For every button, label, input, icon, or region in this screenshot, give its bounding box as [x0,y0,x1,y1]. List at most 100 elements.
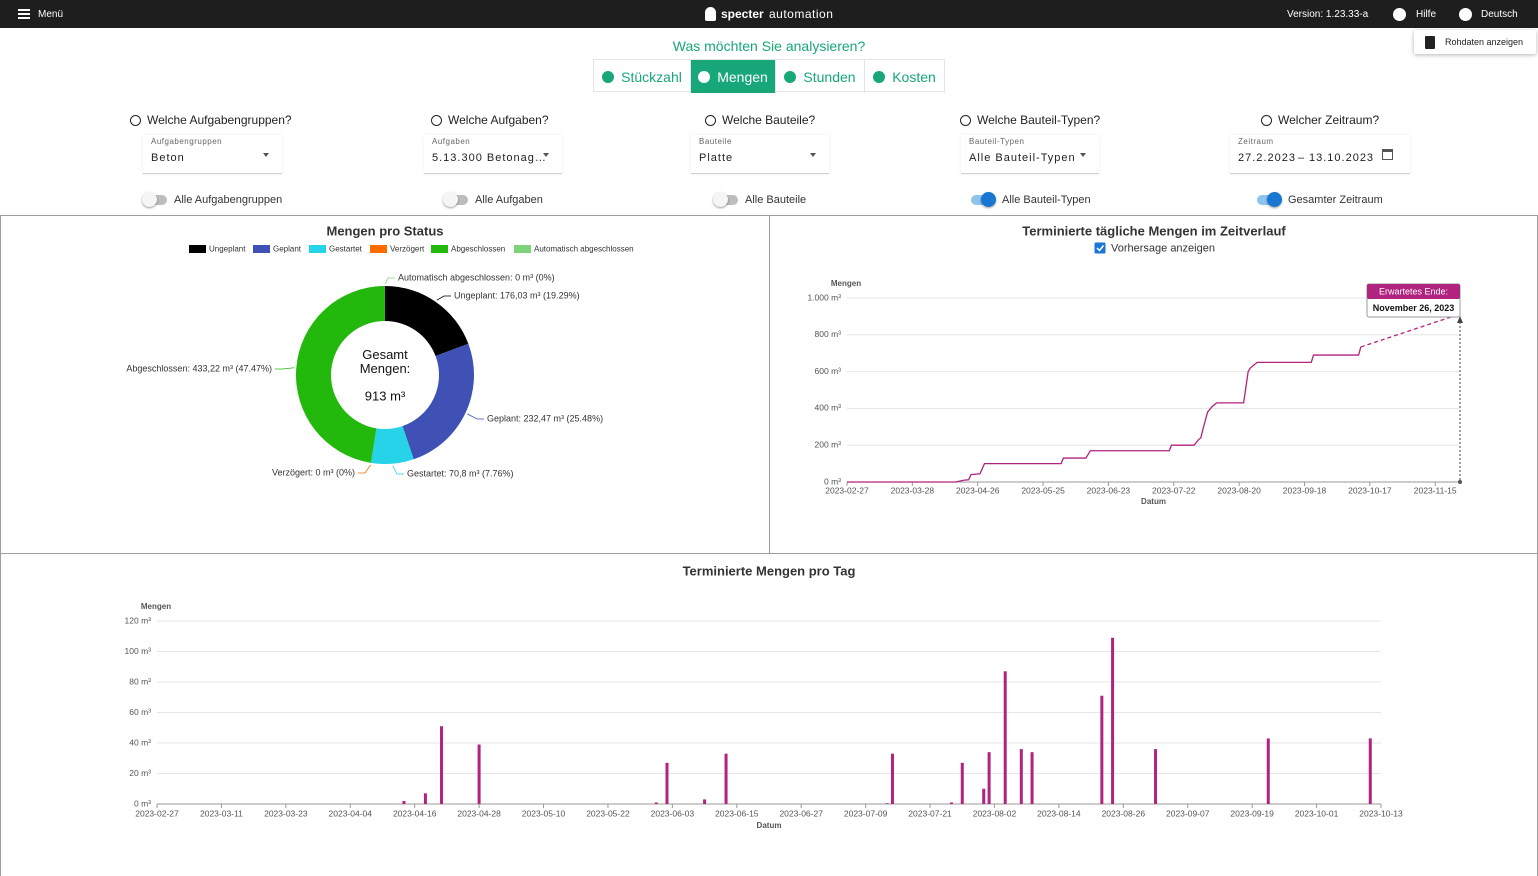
bar[interactable] [402,801,405,804]
bar[interactable] [1111,638,1114,804]
x-tick-label: 2023-02-27 [825,485,869,495]
legend-swatch[interactable] [431,245,448,253]
x-axis-label: Datum [1141,497,1166,506]
bar[interactable] [440,726,443,804]
legend-label[interactable]: Gestartet [329,245,363,254]
x-tick-label: 2023-03-11 [200,808,243,818]
bar[interactable] [961,763,964,804]
leader-line [385,278,395,284]
x-tick-label: 2023-09-07 [1166,808,1210,818]
leader-line [275,368,294,369]
x-tick-label: 2023-04-04 [329,808,373,818]
bar[interactable] [982,789,985,804]
x-tick-label: 2023-10-01 [1295,808,1339,818]
x-tick-label: 2023-03-23 [264,808,308,818]
bar[interactable] [1020,749,1023,804]
annotation-dot [1458,480,1462,484]
legend-swatch[interactable] [514,245,531,253]
leader-line [358,465,371,473]
x-tick-label: 2023-06-23 [1087,485,1131,495]
x-tick-label: 2023-10-17 [1348,485,1392,495]
bar[interactable] [703,799,706,804]
bar[interactable] [1267,738,1270,804]
bar[interactable] [725,754,728,804]
legend-label[interactable]: Verzögert [390,245,425,254]
x-tick-label: 2023-08-02 [973,808,1017,818]
bar[interactable] [1100,696,1103,804]
leader-line [437,296,451,300]
slice-label: Gestartet: 70,8 m³ (7.76%) [407,468,514,478]
x-tick-label: 2023-03-28 [891,485,935,495]
slice-label: Automatisch abgeschlossen: 0 m³ (0%) [398,272,555,282]
bar[interactable] [988,752,991,804]
bar[interactable] [1369,738,1372,804]
bar[interactable] [891,754,894,804]
center-title: GesamtMengen: [360,347,411,376]
legend-swatch[interactable] [253,245,270,253]
pie-slice[interactable] [402,344,474,459]
leader-line [467,414,484,419]
y-tick-label: 0 m³ [134,798,151,808]
x-tick-label: 2023-07-09 [844,808,888,818]
bar[interactable] [1154,749,1157,804]
legend-label[interactable]: Abgeschlossen [451,245,505,254]
chart-title: Terminierte tägliche Mengen im Zeitverla… [1022,223,1286,238]
x-tick-label: 2023-06-03 [651,808,695,818]
legend-swatch[interactable] [370,245,387,253]
legend-swatch[interactable] [309,245,326,253]
y-axis-label: Mengen [141,602,171,611]
slice-label: Geplant: 232,47 m³ (25.48%) [487,413,603,423]
slice-label: Ungeplant: 176,03 m³ (19.29%) [454,290,580,300]
line-series [1361,314,1460,347]
bar[interactable] [1004,671,1007,804]
bar[interactable] [655,802,658,804]
y-tick-label: 100 m³ [125,646,152,656]
line-series [847,347,1361,482]
y-axis-label: Mengen [831,279,861,288]
y-tick-label: 40 m³ [129,737,151,747]
bar[interactable] [666,763,669,804]
tooltip-label: November 26, 2023 [1373,303,1455,313]
legend-swatch[interactable] [189,245,206,253]
x-tick-label: 2023-10-13 [1359,808,1403,818]
tooltip-title: Erwartetes Ende: [1379,286,1448,296]
slice-label: Verzögert: 0 m³ (0%) [272,467,355,477]
y-tick-label: 1.000 m³ [807,292,841,302]
chart-title: Mengen pro Status [326,223,443,238]
leader-line [393,466,404,474]
x-tick-label: 2023-11-15 [1414,485,1457,495]
bar[interactable] [478,745,481,804]
checkbox[interactable] [1095,243,1105,253]
bar[interactable] [886,803,889,804]
y-tick-label: 200 m³ [815,439,842,449]
bar[interactable] [950,802,953,804]
x-tick-label: 2023-05-22 [586,808,630,818]
checkbox-label[interactable]: Vorhersage anzeigen [1111,242,1215,254]
bar[interactable] [424,793,427,804]
legend-label[interactable]: Automatisch abgeschlossen [534,245,634,254]
legend-label[interactable]: Ungeplant [209,245,246,254]
y-tick-label: 60 m³ [129,707,151,717]
legend-label[interactable]: Geplant [273,245,302,254]
x-tick-label: 2023-09-19 [1230,808,1274,818]
x-axis-label: Datum [757,821,782,830]
y-tick-label: 600 m³ [815,366,842,376]
x-tick-label: 2023-04-16 [393,808,437,818]
slice-label: Abgeschlossen: 433,22 m³ (47.47%) [126,363,272,373]
x-tick-label: 2023-09-18 [1283,485,1327,495]
x-tick-label: 2023-06-15 [715,808,759,818]
center-value: 913 m³ [365,388,406,403]
x-tick-label: 2023-02-27 [135,808,179,818]
x-tick-label: 2023-08-26 [1102,808,1146,818]
x-tick-label: 2023-05-25 [1021,485,1065,495]
x-tick-label: 2023-04-28 [457,808,501,818]
x-tick-label: 2023-06-27 [779,808,823,818]
x-tick-label: 2023-08-20 [1217,485,1261,495]
x-tick-label: 2023-07-21 [908,808,952,818]
x-tick-label: 2023-07-22 [1152,485,1196,495]
bar[interactable] [1031,752,1034,804]
chart-title: Terminierte Mengen pro Tag [683,563,856,578]
y-tick-label: 400 m³ [815,403,842,413]
